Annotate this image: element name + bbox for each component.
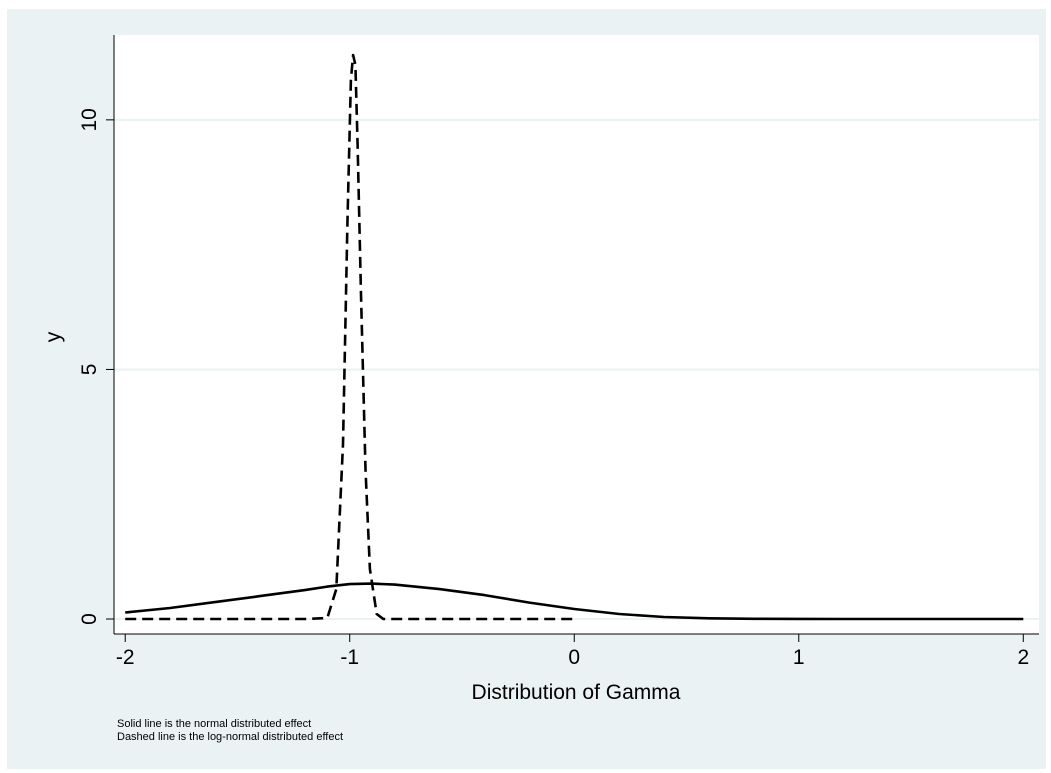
x-tick-label-3: 1 — [793, 646, 805, 669]
x-tick-label-2: 0 — [568, 646, 580, 669]
caption-note-dashed: Dashed line is the log-normal distribute… — [117, 731, 344, 743]
solid-series-line — [125, 582, 1024, 621]
y-tick-label-0: 0 — [78, 613, 101, 625]
x-axis-title: Distribution of Gamma — [472, 681, 681, 704]
x-tick-label-1: -1 — [340, 646, 359, 669]
caption-note-solid: Solid line is the normal distributed eff… — [117, 718, 312, 730]
y-tick-label-2: 10 — [78, 108, 101, 131]
dashed-series-line — [125, 53, 575, 621]
x-tick-label-4: 2 — [1017, 646, 1029, 669]
y-axis-title: y — [42, 331, 65, 342]
plot-area — [114, 35, 1039, 634]
y-tick-label-1: 5 — [78, 364, 101, 376]
x-tick-label-0: -2 — [116, 646, 135, 669]
